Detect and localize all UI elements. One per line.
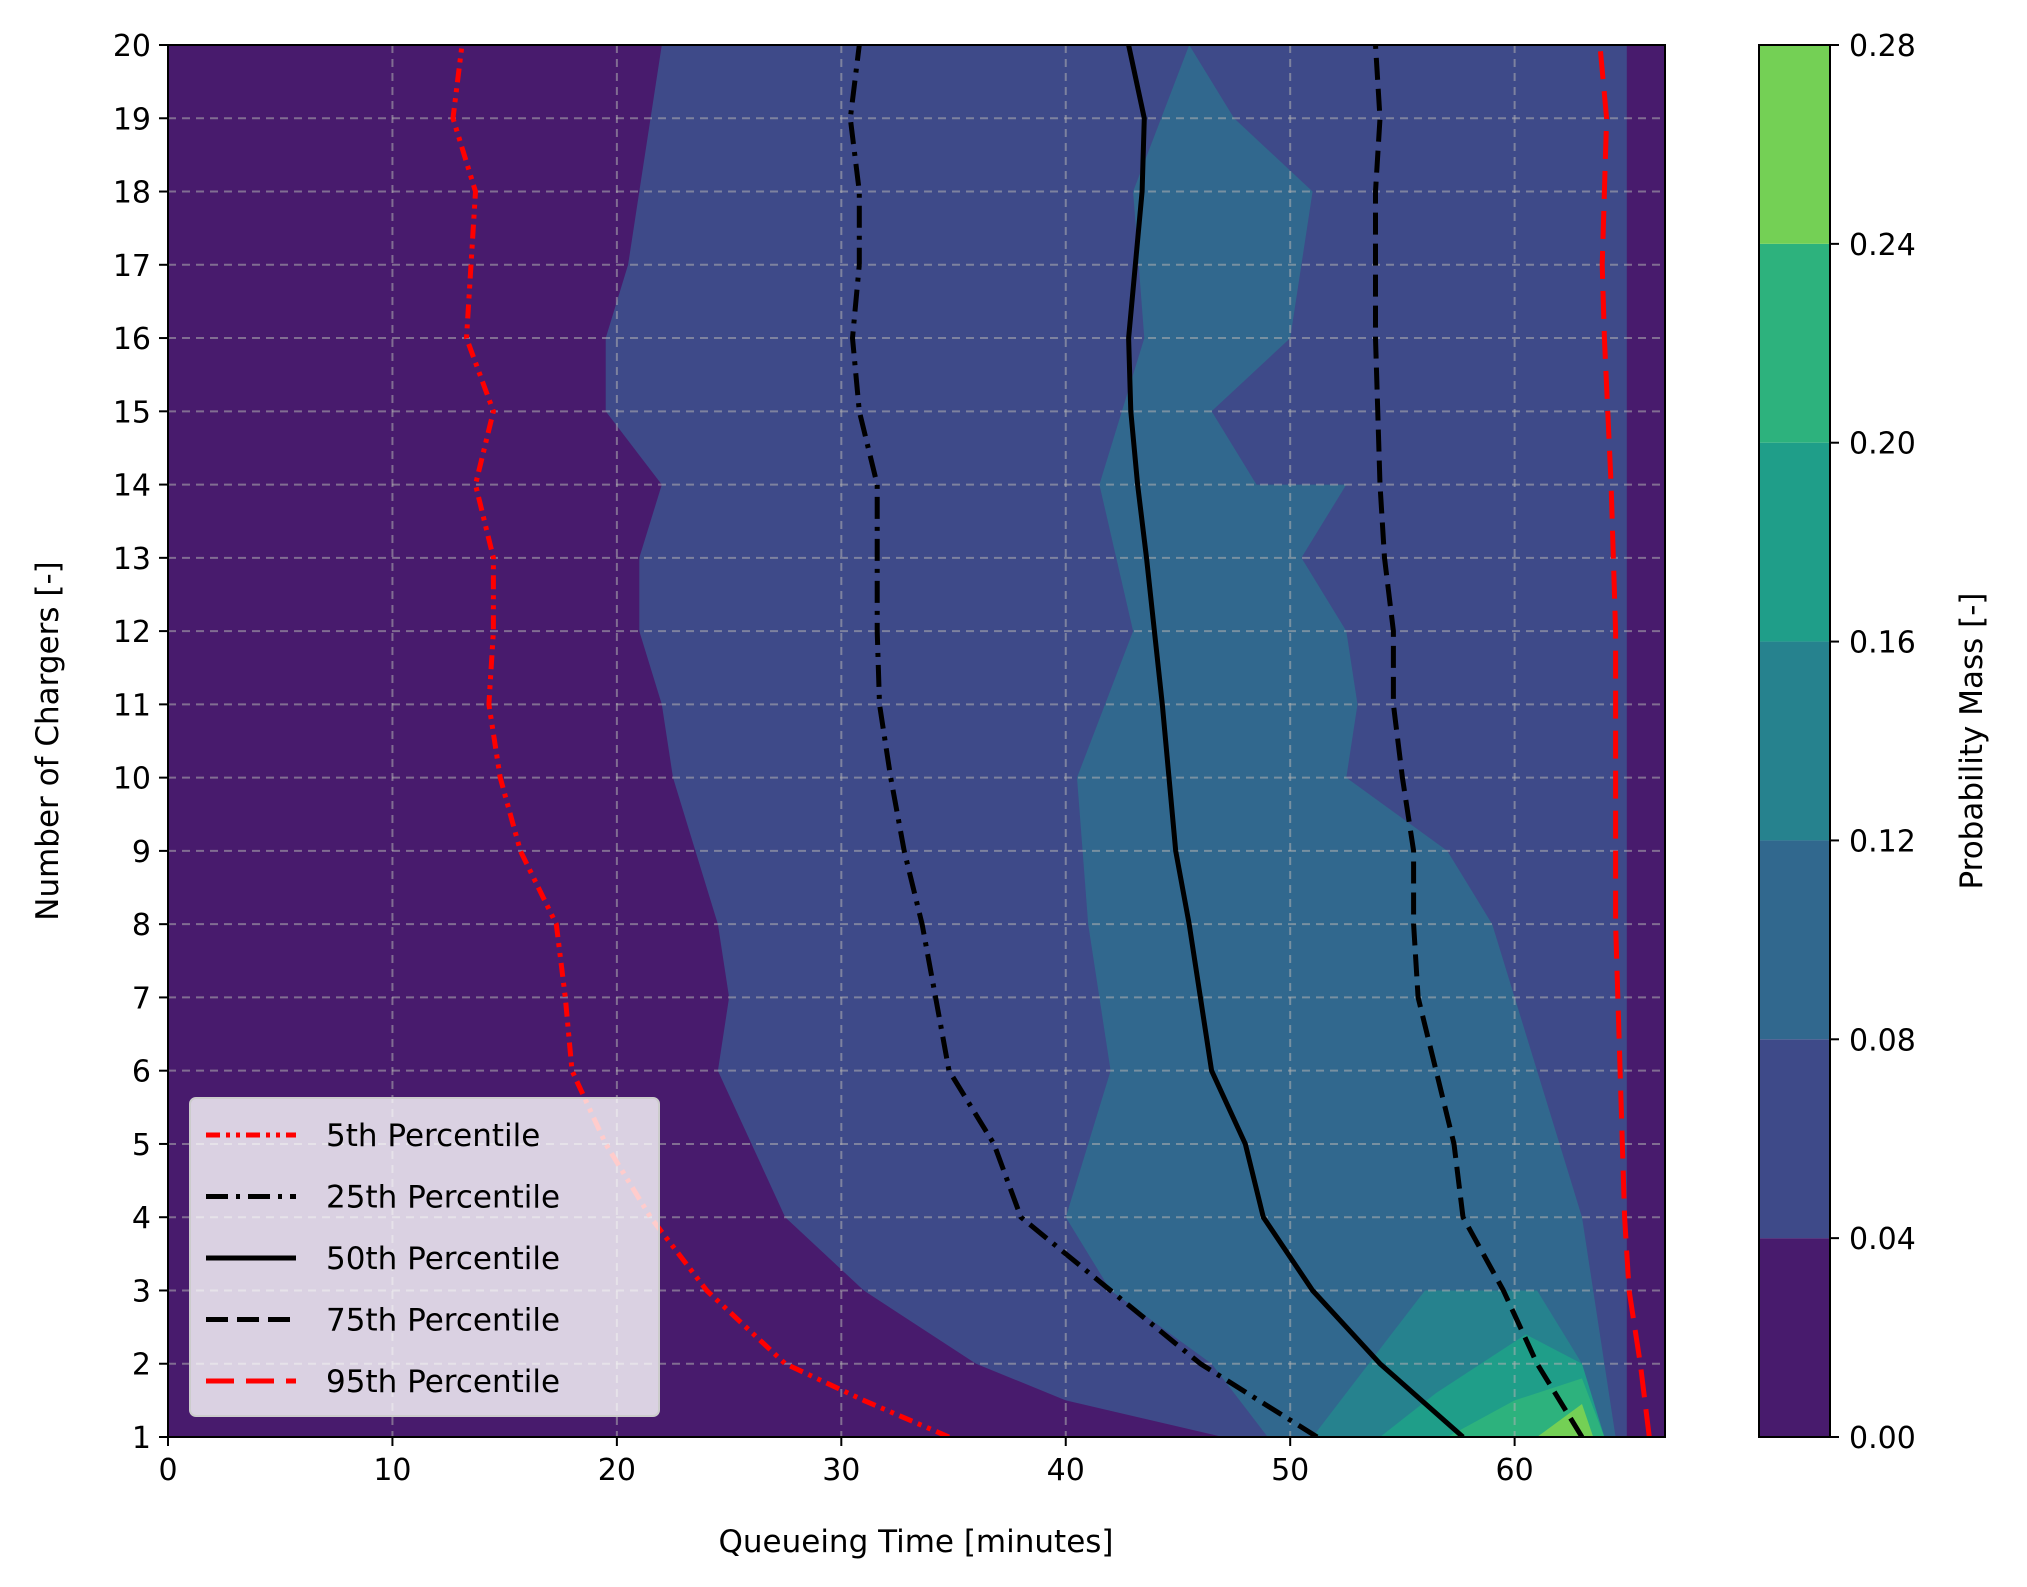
colorbar-band <box>1759 641 1830 841</box>
legend-label: 25th Percentile <box>326 1180 560 1216</box>
colorbar-frame <box>1758 44 1831 1438</box>
colorbar-band <box>1759 243 1830 443</box>
colorbar-tick-label: 0.04 <box>1849 1222 1916 1257</box>
y-tick-label: 20 <box>113 29 151 64</box>
y-tick-label: 1 <box>132 1421 151 1456</box>
x-tick-label: 10 <box>373 1453 411 1488</box>
plot-frame <box>167 44 1666 1438</box>
x-tick-label: 0 <box>158 1453 177 1488</box>
colorbar-title: Probability Mass [-] <box>1954 593 1990 890</box>
y-tick-label: 19 <box>113 102 151 137</box>
legend-label: 50th Percentile <box>326 1241 560 1277</box>
y-tick-label: 13 <box>113 542 151 577</box>
y-tick-label: 16 <box>113 322 151 357</box>
series-line-3 <box>1373 45 1585 1437</box>
colorbar-band <box>1759 1039 1830 1239</box>
series-line-4 <box>1597 45 1652 1437</box>
y-tick-label: 8 <box>132 908 151 943</box>
x-tick-label: 50 <box>1271 1453 1309 1488</box>
legend-label: 75th Percentile <box>326 1303 560 1339</box>
y-tick-label: 2 <box>132 1348 151 1383</box>
x-axis-ticks: 0 10 20 30 40 50 60 <box>158 1437 1534 1488</box>
legend-label: 95th Percentile <box>326 1364 560 1400</box>
colorbar: 0.00 0.04 0.08 0.12 0.16 0.20 0.24 0.28 Probabi… <box>1758 29 1990 1456</box>
x-tick-label: 60 <box>1496 1453 1534 1488</box>
series-line-1 <box>847 45 1319 1437</box>
y-tick-label: 15 <box>113 395 151 430</box>
legend: 5th Percentile 25th Percentile 50th Percen… <box>189 1097 660 1417</box>
y-tick-label: 18 <box>113 176 151 211</box>
plot-area <box>168 45 1665 1437</box>
legend-label: 5th Percentile <box>326 1118 540 1154</box>
series-line-2 <box>1126 45 1465 1437</box>
x-tick-label: 20 <box>598 1453 636 1488</box>
y-axis-title: Number of Chargers [-] <box>30 561 66 920</box>
colorbar-tick-label: 0.20 <box>1849 427 1916 462</box>
legend-box <box>189 1097 660 1417</box>
colorbar-band <box>1759 1238 1830 1437</box>
y-tick-label: 7 <box>132 981 151 1016</box>
colorbar-band <box>1759 442 1830 642</box>
colorbar-band <box>1759 840 1830 1040</box>
colorbar-tick-label: 0.16 <box>1849 626 1916 661</box>
y-tick-label: 6 <box>132 1055 151 1090</box>
colorbar-tick-label: 0.00 <box>1849 1421 1916 1456</box>
series-line-0 <box>450 45 950 1437</box>
grid-lines <box>168 45 1665 1437</box>
y-tick-label: 12 <box>113 615 151 650</box>
y-tick-label: 3 <box>132 1274 151 1309</box>
y-tick-label: 4 <box>132 1201 151 1236</box>
colorbar-tick-label: 0.08 <box>1849 1023 1916 1058</box>
y-tick-label: 5 <box>132 1128 151 1163</box>
contour-regions <box>605 45 1627 1437</box>
x-tick-label: 30 <box>822 1453 860 1488</box>
colorbar-tick-label: 0.24 <box>1849 228 1916 263</box>
contour-region-1 <box>1065 45 1616 1437</box>
x-tick-label: 40 <box>1047 1453 1085 1488</box>
y-tick-label: 14 <box>113 469 151 504</box>
x-axis-title: Queueing Time [minutes] <box>718 1524 1113 1560</box>
percentile-lines <box>450 45 1652 1437</box>
y-tick-label: 9 <box>132 835 151 870</box>
colorbar-tick-label: 0.28 <box>1849 29 1916 64</box>
colorbar-band <box>1759 45 1830 244</box>
colorbar-tick-label: 0.12 <box>1849 824 1916 859</box>
y-tick-label: 10 <box>113 762 151 797</box>
y-tick-label: 11 <box>113 688 151 723</box>
y-tick-label: 17 <box>113 249 151 284</box>
